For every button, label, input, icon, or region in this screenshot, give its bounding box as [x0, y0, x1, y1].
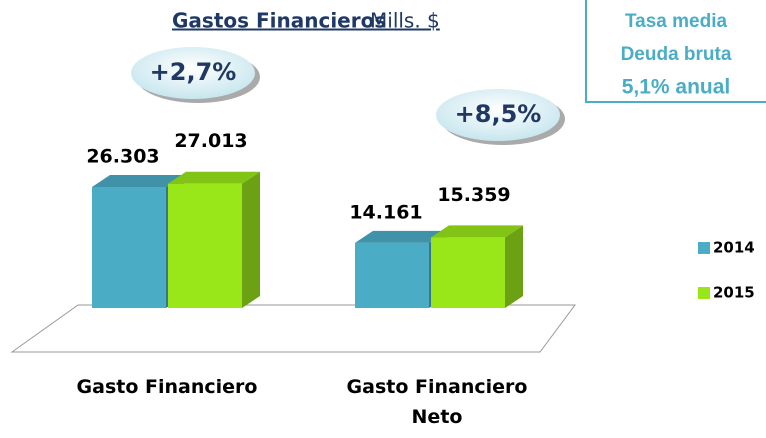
bar [355, 242, 429, 308]
legend-swatch [698, 242, 710, 254]
bar [92, 187, 166, 308]
info-box [585, 0, 766, 103]
bar-top [431, 225, 523, 238]
x-tick-label: Gasto Financiero Neto [346, 376, 528, 428]
bar-side [505, 225, 523, 308]
floor [10, 304, 576, 353]
bar-top [168, 171, 260, 184]
bar [168, 183, 242, 308]
legend-label: 2014 [713, 239, 755, 257]
chart-subtitle: Mills. $ [370, 9, 440, 33]
legend-swatch [698, 287, 710, 299]
info-line: Deuda bruta [621, 44, 732, 65]
bar-top [355, 230, 447, 243]
chart-title: Gastos Financieros [172, 9, 386, 33]
data-label: 15.359 [437, 184, 510, 206]
annotation: +2,7% [150, 58, 237, 86]
annotation: +8,5% [455, 100, 542, 128]
info-line: 5,1% anual [622, 76, 731, 99]
bar-top [92, 175, 184, 188]
bar [431, 237, 505, 308]
data-label: 26.303 [86, 146, 159, 168]
legend-label: 2015 [713, 284, 755, 302]
data-label: 27.013 [174, 130, 247, 152]
x-tick-label: Gasto Financiero [76, 376, 258, 398]
annotation-bubble [436, 89, 560, 141]
bar-side [242, 171, 260, 308]
annotation-bubble [131, 47, 255, 99]
data-label: 14.161 [349, 201, 422, 223]
info-line: Tasa media [625, 11, 728, 32]
